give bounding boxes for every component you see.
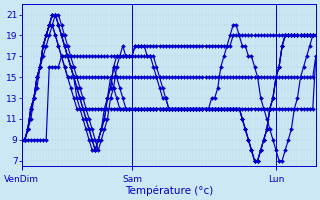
- X-axis label: Température (°c): Température (°c): [124, 185, 213, 196]
